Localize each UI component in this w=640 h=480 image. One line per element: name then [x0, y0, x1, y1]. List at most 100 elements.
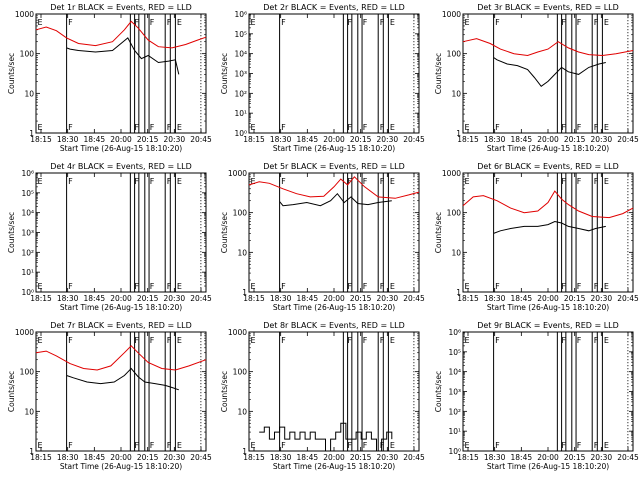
interval-marker-top: F	[594, 336, 599, 345]
interval-marker-bottom: E	[177, 123, 182, 132]
x-tick-label: 20:15	[350, 294, 372, 303]
y-tick-label: 10⁴	[21, 209, 34, 218]
x-tick-label: 20:30	[377, 453, 399, 462]
panel-title: Det 3r BLACK = Events, RED = LLD	[477, 3, 619, 12]
x-tick-label: 18:15	[30, 294, 52, 303]
y-tick-label: 10	[237, 248, 247, 257]
interval-marker-bottom: E	[177, 282, 182, 291]
y-tick-label: 1	[456, 129, 461, 138]
y-tick-label: 10¹	[234, 109, 247, 118]
interval-marker-bottom: E	[251, 282, 256, 291]
panel-title: Det 5r BLACK = Events, RED = LLD	[263, 162, 405, 171]
panel-title: Det 1r BLACK = Events, RED = LLD	[50, 3, 192, 12]
x-tick-label: 20:45	[403, 135, 425, 144]
interval-marker-top: E	[177, 336, 182, 345]
interval-marker-top: F	[150, 177, 155, 186]
x-tick-label: 20:00	[110, 453, 132, 462]
plot-frame	[35, 331, 207, 452]
interval-marker-bottom: F	[150, 441, 155, 450]
interval-marker-top: F	[495, 177, 500, 186]
interval-marker-bottom: F	[561, 441, 566, 450]
events-series-line	[66, 37, 180, 75]
interval-marker-top: E	[390, 336, 395, 345]
y-tick-label: 100	[233, 209, 248, 218]
x-tick-label: 20:00	[110, 294, 132, 303]
interval-marker-bottom: F	[561, 282, 566, 291]
x-tick-label: 20:30	[164, 453, 186, 462]
interval-marker-top: F	[561, 177, 566, 186]
y-tick-label: 10³	[448, 388, 461, 397]
interval-marker-top: F	[495, 336, 500, 345]
lld-series-line	[35, 20, 207, 49]
interval-marker-bottom: F	[150, 282, 155, 291]
plot-frame	[35, 172, 207, 293]
interval-marker-bottom: E	[177, 441, 182, 450]
interval-marker-bottom: E	[251, 441, 256, 450]
x-axis-label: Start Time (26-Aug-15 18:10:20)	[487, 144, 609, 153]
x-tick-label: 18:15	[30, 135, 52, 144]
interval-marker-bottom: F	[363, 123, 368, 132]
plot-frame	[462, 13, 634, 134]
interval-marker-top: E	[177, 177, 182, 186]
interval-marker-top: F	[577, 177, 582, 186]
y-tick-label: 100	[233, 368, 248, 377]
y-tick-label: 1	[456, 288, 461, 297]
x-tick-label: 20:00	[537, 294, 559, 303]
y-tick-label: 100	[20, 50, 35, 59]
x-tick-label: 18:30	[57, 135, 79, 144]
interval-marker-bottom: F	[495, 441, 500, 450]
x-tick-label: 20:30	[164, 294, 186, 303]
y-tick-label: 10	[24, 89, 34, 98]
interval-marker-top: E	[604, 336, 609, 345]
panel-title: Det 8r BLACK = Events, RED = LLD	[263, 321, 405, 330]
x-axis-label: Start Time (26-Aug-15 18:10:20)	[487, 462, 609, 471]
x-tick-label: 18:45	[511, 294, 533, 303]
interval-marker-top: F	[561, 336, 566, 345]
panel-title: Det 6r BLACK = Events, RED = LLD	[477, 162, 619, 171]
detector-panel-1: Det 1r BLACK = Events, RED = LLD 1 10 100 10…	[7, 3, 212, 153]
x-axis-label: Start Time (26-Aug-15 18:10:20)	[60, 144, 182, 153]
x-tick-label: 18:30	[484, 135, 506, 144]
interval-marker-top: E	[465, 177, 470, 186]
x-tick-label: 18:15	[30, 453, 52, 462]
y-tick-label: 100	[447, 209, 462, 218]
interval-marker-top: E	[465, 336, 470, 345]
detector-panel-5: Det 5r BLACK = Events, RED = LLD 1 10 100 10…	[220, 162, 425, 312]
y-tick-label: 10⁰	[234, 129, 247, 138]
y-tick-label: 10	[237, 407, 247, 416]
interval-marker-top: E	[390, 177, 395, 186]
x-tick-label: 18:30	[270, 294, 292, 303]
interval-marker-top: F	[68, 336, 73, 345]
interval-marker-top: F	[577, 18, 582, 27]
lld-series-line	[35, 345, 207, 371]
y-tick-label: 1	[242, 447, 247, 456]
y-tick-label: 10⁵	[234, 30, 247, 39]
interval-marker-bottom: E	[604, 123, 609, 132]
detector-panel-2: Det 2r BLACK = Events, RED = LLD 10⁰ 10¹ 10…	[220, 3, 425, 153]
x-tick-label: 20:00	[323, 453, 345, 462]
plot-frame	[462, 172, 634, 293]
interval-marker-bottom: F	[495, 282, 500, 291]
interval-marker-bottom: F	[134, 441, 139, 450]
interval-marker-top: E	[251, 177, 256, 186]
interval-marker-top: E	[38, 177, 43, 186]
plot-frame	[248, 13, 420, 134]
y-tick-label: 10⁴	[234, 50, 247, 59]
detector-panel-6: Det 6r BLACK = Events, RED = LLD 1 10 100 10…	[434, 162, 639, 312]
y-tick-label: 10⁵	[448, 348, 461, 357]
plot-frame	[35, 13, 207, 134]
x-axis-label: Start Time (26-Aug-15 18:10:20)	[60, 303, 182, 312]
interval-marker-bottom: F	[594, 441, 599, 450]
interval-marker-top: F	[561, 18, 566, 27]
y-tick-label: 10²	[234, 89, 247, 98]
x-tick-label: 18:45	[84, 453, 106, 462]
x-tick-label: 20:15	[350, 453, 372, 462]
x-tick-label: 18:45	[297, 453, 319, 462]
interval-marker-top: F	[495, 18, 500, 27]
interval-marker-top: F	[150, 18, 155, 27]
interval-marker-top: F	[380, 177, 385, 186]
x-tick-label: 20:00	[110, 135, 132, 144]
events-series-line	[66, 367, 179, 391]
x-tick-label: 20:30	[377, 135, 399, 144]
